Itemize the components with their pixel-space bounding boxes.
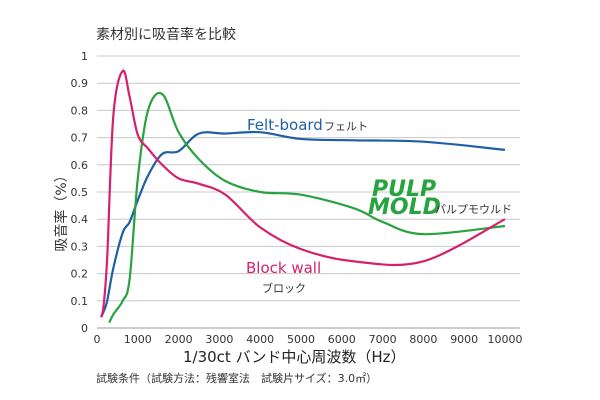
x-tick-label: 10000 bbox=[488, 333, 523, 346]
y-tick-label: 0.2 bbox=[71, 268, 89, 281]
y-tick-label: 0.8 bbox=[71, 104, 89, 117]
series-label-pulp-mold-ja: パルプモウルド bbox=[435, 203, 512, 216]
series-label-block-wall: Block wall bbox=[246, 259, 321, 277]
tick-labels: 0 0.1 0.2 0.3 0.4 0.5 0.6 0.7 0.8 0.9 1 0 1000 2000 30… bbox=[71, 50, 523, 346]
y-tick-label: 0.1 bbox=[71, 295, 89, 308]
y-tick-label: 0.5 bbox=[71, 186, 89, 199]
y-tick-label: 0 bbox=[81, 322, 88, 335]
x-tick-label: 7000 bbox=[369, 333, 397, 346]
x-tick-label: 3000 bbox=[205, 333, 233, 346]
x-tick-label: 9000 bbox=[450, 333, 478, 346]
y-axis-label: 吸音率（%） bbox=[53, 168, 70, 251]
pulp-mold-logo-text: MOLD bbox=[368, 195, 441, 220]
series-line-pulp-mold bbox=[108, 92, 506, 324]
pulp-mold-logo: PULP MOLD bbox=[368, 177, 441, 220]
footnote: 試験条件（試験方法：残響室法 試験片サイズ：3.0㎡） bbox=[96, 371, 377, 385]
x-tick-label: 1000 bbox=[124, 333, 152, 346]
x-axis-label: 1/30ct バンド中心周波数（Hz） bbox=[183, 348, 406, 366]
x-tick-label: 2000 bbox=[165, 333, 193, 346]
series-lines bbox=[100, 69, 506, 324]
series-line-block-wall bbox=[100, 69, 506, 318]
y-tick-label: 0.7 bbox=[71, 132, 89, 145]
x-tick-label: 8000 bbox=[409, 333, 437, 346]
pulp-mold-logo-text: PULP bbox=[372, 177, 436, 202]
y-tick-label: 0.6 bbox=[71, 159, 89, 172]
grid-lines bbox=[97, 55, 520, 302]
series-label-felt-board: Felt-board bbox=[247, 116, 323, 134]
x-tick-label: 4000 bbox=[246, 333, 274, 346]
y-tick-label: 0.4 bbox=[71, 213, 89, 226]
x-tick-label: 6000 bbox=[328, 333, 356, 346]
y-tick-label: 1 bbox=[81, 50, 88, 63]
y-tick-label: 0.3 bbox=[71, 240, 89, 253]
series-label-block-wall-ja: ブロック bbox=[262, 281, 306, 295]
y-tick-label: 0.9 bbox=[71, 77, 89, 90]
series-line-felt-board bbox=[100, 130, 506, 318]
chart-title: 素材別に吸音率を比較 bbox=[96, 26, 236, 43]
x-tick-label: 0 bbox=[94, 333, 101, 346]
series-label-felt-board-ja: フェルト bbox=[324, 120, 368, 133]
x-tick-label: 5000 bbox=[287, 333, 315, 346]
